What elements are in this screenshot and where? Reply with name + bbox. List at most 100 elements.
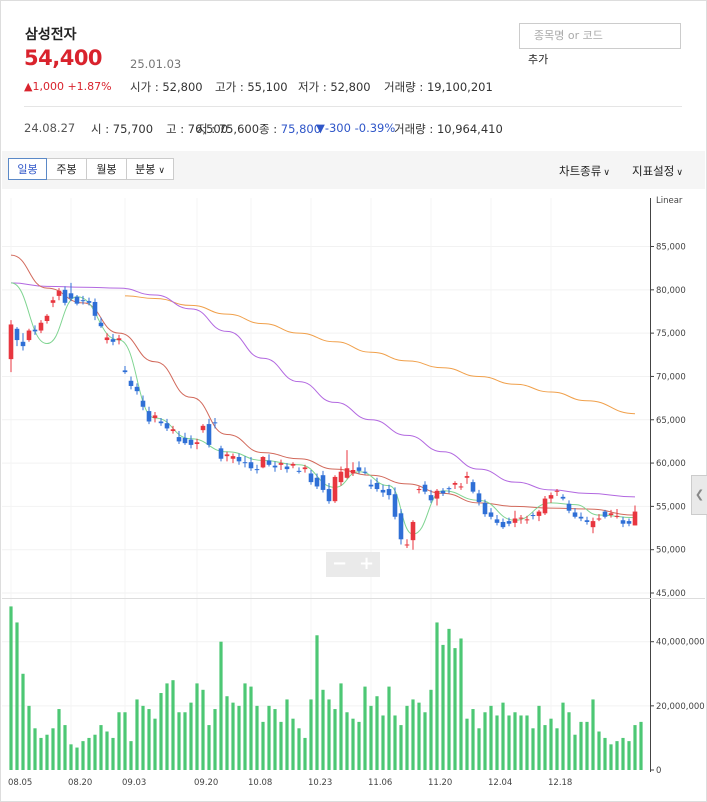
x-tick-label: 11.20 bbox=[428, 778, 452, 788]
high-price-stat: 고가 : 55,100 bbox=[215, 80, 288, 94]
candle bbox=[392, 487, 398, 520]
candle-body bbox=[20, 341, 26, 347]
scale-label: Linear bbox=[656, 196, 683, 206]
tab-daily[interactable]: 일봉 bbox=[8, 158, 47, 180]
add-stock-button[interactable]: 추가 bbox=[528, 53, 549, 66]
candle-body bbox=[434, 490, 440, 499]
candle bbox=[608, 509, 614, 518]
candle-body bbox=[542, 498, 548, 514]
stock-name: 삼성전자 bbox=[25, 27, 77, 43]
candle-body bbox=[218, 448, 224, 459]
chart-type-dropdown[interactable]: 차트종류 ∨ bbox=[559, 164, 610, 178]
candle-body bbox=[158, 421, 164, 424]
y-tick-label: 55,000 bbox=[656, 502, 686, 512]
tab-monthly[interactable]: 월봉 bbox=[86, 158, 127, 180]
candle bbox=[530, 512, 536, 520]
volume-bar bbox=[201, 689, 205, 770]
candle-body bbox=[482, 502, 488, 515]
side-panel-toggle[interactable]: ❮ bbox=[691, 475, 707, 515]
candle bbox=[128, 376, 134, 390]
volume-bar bbox=[447, 628, 451, 770]
candle-body bbox=[548, 495, 554, 499]
volume-bar bbox=[477, 728, 481, 770]
candle-body bbox=[464, 476, 470, 478]
candle-body bbox=[116, 338, 122, 341]
candle-body bbox=[284, 466, 290, 470]
candle bbox=[422, 481, 428, 495]
stock-search-box[interactable] bbox=[519, 23, 681, 49]
volume-bars bbox=[9, 606, 643, 770]
ma120-line bbox=[124, 295, 636, 415]
candle bbox=[182, 432, 188, 445]
candle bbox=[494, 515, 500, 526]
candle bbox=[446, 486, 452, 494]
candle bbox=[50, 296, 56, 308]
crosshair-open: 시 : 75,700 bbox=[91, 122, 154, 136]
candle-body bbox=[14, 328, 20, 341]
volume-bar bbox=[621, 737, 625, 770]
candle-body bbox=[134, 386, 140, 392]
volume-bar bbox=[375, 696, 379, 770]
candle bbox=[92, 298, 98, 321]
candle bbox=[38, 320, 44, 334]
volume-bar bbox=[69, 744, 73, 770]
candle bbox=[74, 295, 80, 306]
candle bbox=[56, 288, 62, 301]
candle-body bbox=[488, 512, 494, 517]
volume-bar bbox=[105, 731, 109, 770]
candle bbox=[110, 333, 116, 346]
volume-bar bbox=[177, 712, 181, 770]
chevron-left-icon: ❮ bbox=[694, 488, 705, 501]
x-tick-label: 12.04 bbox=[488, 778, 512, 788]
candle-body bbox=[242, 462, 248, 464]
candle bbox=[320, 470, 326, 493]
volume-bar bbox=[249, 686, 253, 770]
volume-bar bbox=[225, 696, 229, 770]
current-price: 54,400 bbox=[24, 46, 103, 70]
candle bbox=[500, 518, 506, 529]
candle-body bbox=[386, 489, 392, 496]
candle bbox=[284, 463, 290, 473]
volume-bar bbox=[213, 709, 217, 770]
volume-bar bbox=[513, 712, 517, 770]
candle bbox=[224, 451, 230, 462]
candle-body bbox=[128, 380, 134, 386]
candle-body bbox=[422, 484, 428, 492]
candle-body bbox=[566, 503, 572, 511]
volume-bar bbox=[75, 747, 79, 770]
candle bbox=[152, 411, 158, 423]
candle bbox=[314, 473, 320, 490]
candle-body bbox=[584, 520, 590, 522]
volume-bar bbox=[315, 635, 319, 770]
volume-y-tick-label: 20,000,000 bbox=[656, 702, 705, 712]
candle bbox=[476, 489, 482, 506]
candle-body bbox=[224, 454, 230, 457]
ma60-line bbox=[10, 282, 636, 498]
volume-bar bbox=[285, 699, 289, 770]
candle-body bbox=[182, 437, 188, 444]
volume-bar bbox=[423, 712, 427, 770]
tab-minute[interactable]: 분봉 ∨ bbox=[126, 158, 174, 180]
zoom-out-button[interactable]: − bbox=[331, 553, 348, 574]
y-tick-label: 75,000 bbox=[656, 329, 686, 339]
candle bbox=[524, 515, 530, 524]
volume-bar bbox=[369, 705, 373, 770]
stock-search-input[interactable] bbox=[532, 28, 676, 43]
ma20-line bbox=[10, 254, 636, 516]
volume-bar bbox=[93, 734, 97, 770]
candle-body bbox=[344, 468, 350, 478]
candle bbox=[68, 282, 74, 302]
y-tick-label: 70,000 bbox=[656, 372, 686, 382]
candle bbox=[194, 438, 200, 450]
candle bbox=[482, 499, 488, 517]
indicator-settings-dropdown[interactable]: 지표설정 ∨ bbox=[632, 164, 683, 178]
volume-bar bbox=[411, 699, 415, 770]
candle bbox=[254, 464, 260, 474]
zoom-in-button[interactable]: + bbox=[358, 553, 375, 574]
volume-bar bbox=[573, 734, 577, 770]
candle bbox=[572, 508, 578, 519]
candle bbox=[350, 462, 356, 477]
volume-bar bbox=[339, 683, 343, 770]
candle bbox=[404, 539, 410, 548]
